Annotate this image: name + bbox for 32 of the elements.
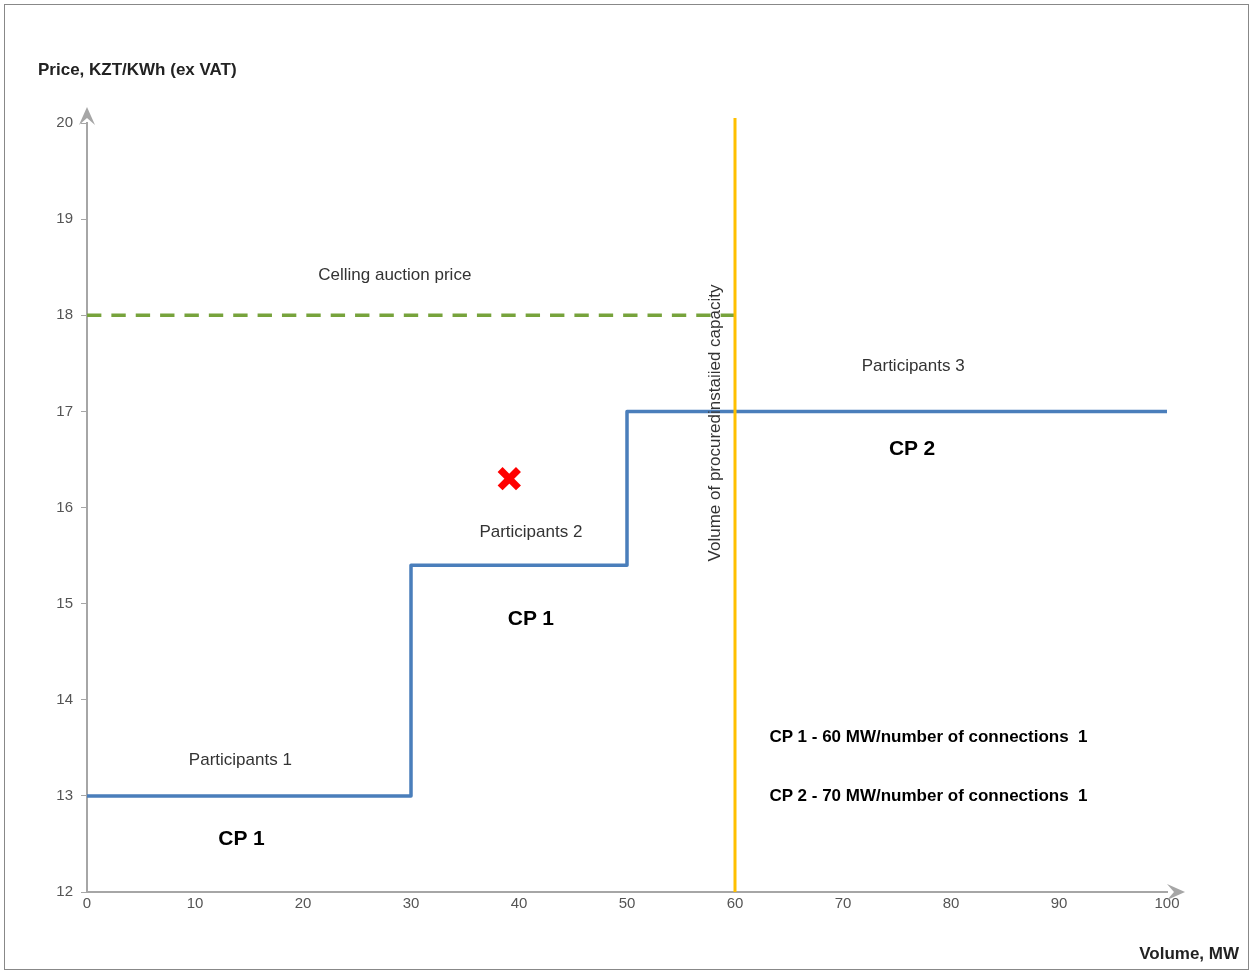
x-tick-label: 0: [82, 894, 92, 912]
y-tick-label: 13: [56, 786, 73, 804]
y-tick-label: 17: [56, 401, 73, 419]
annotation: CP 2: [888, 436, 936, 461]
annotation: Celling auction price: [318, 265, 472, 286]
y-tick-label: 14: [56, 689, 73, 707]
x-tick-label: 100: [1154, 894, 1180, 912]
x-tick-label: 10: [186, 894, 204, 912]
ref-line-label: Volume of procuredinstaiied capacity: [704, 284, 724, 562]
x-tick-label: 60: [726, 894, 744, 912]
x-tick-label: 50: [618, 894, 636, 912]
y-tick-label: 12: [56, 882, 73, 900]
annotation: CP 1: [218, 826, 265, 851]
x-tick-label: 40: [510, 894, 528, 912]
y-tick-label: 19: [56, 209, 73, 227]
x-tick-label: 70: [834, 894, 852, 912]
annotation: CP 1: [507, 606, 555, 631]
y-tick-label: 18: [56, 305, 73, 323]
y-tick-label: 20: [56, 113, 73, 131]
y-axis-title: Price, KZT/KWh (ex VAT): [38, 60, 237, 80]
x-tick-label: 80: [942, 894, 960, 912]
x-tick-label: 20: [294, 894, 312, 912]
y-tick-label: 15: [56, 593, 73, 611]
annotation: Participants 1: [188, 749, 292, 770]
annotation: Participants 3: [861, 356, 965, 376]
annotation: CP 1 - 60 MW/number of connections 1: [769, 726, 1088, 747]
x-axis-title: Volume, MW: [1139, 944, 1239, 964]
y-tick-label: 16: [56, 497, 73, 515]
annotation: Participants 2: [479, 522, 583, 543]
x-tick-label: 90: [1050, 894, 1068, 912]
x-tick-label: 30: [402, 894, 420, 912]
annotation: CP 2 - 70 MW/number of connections 1: [769, 785, 1088, 806]
